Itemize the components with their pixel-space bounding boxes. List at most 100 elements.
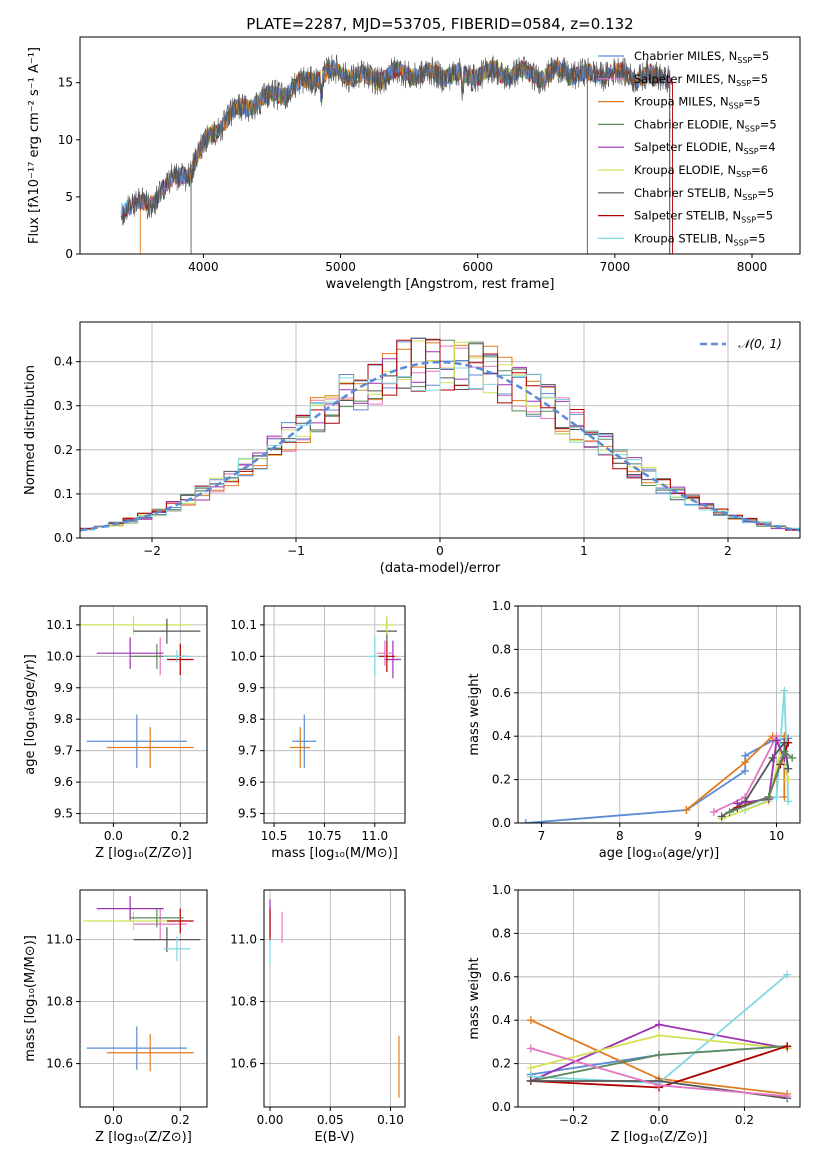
y-tick-label: 0.4 xyxy=(492,1013,511,1027)
x-tick-label: 0.05 xyxy=(317,1113,344,1127)
legend: Chabrier MILES, NSSP=5 Salpeter MILES, NS… xyxy=(598,49,777,247)
errorbar-point xyxy=(133,908,187,940)
x-tick-label: 10.5 xyxy=(261,829,288,843)
y-tick-label: 0.8 xyxy=(492,642,511,656)
y-tick-label: 9.8 xyxy=(54,712,73,726)
mass-weight-marker xyxy=(772,792,781,801)
y-axis-label: mass [log₁₀(M/M⊙)] xyxy=(23,935,38,1062)
mass-weight-marker xyxy=(784,738,793,747)
errorbar-point xyxy=(133,927,201,952)
histogram-series xyxy=(80,367,800,531)
axes-frame xyxy=(263,605,406,824)
axes-frame xyxy=(517,889,801,1108)
y-tick-label: 5 xyxy=(65,190,73,204)
mass-weight-marker xyxy=(764,792,773,801)
panel-age-vs-mass: 10.5 10.75 11.0 9.5 9.6 9.7 9.8 9.9 10.0 10.1 mass… xyxy=(230,605,406,861)
mass-weight-marker xyxy=(682,805,691,814)
y-tick-label: 0.2 xyxy=(54,443,73,457)
panel-age-vs-metallicity: 0.0 0.2 9.5 9.6 9.7 9.8 9.9 10.0 10.1 Z [log₁₀(Z/… xyxy=(23,605,208,861)
mass-weight-marker xyxy=(526,1044,535,1053)
y-tick-label: 0.8 xyxy=(492,926,511,940)
x-tick-label: 9 xyxy=(694,829,702,843)
y-tick-label: 9.6 xyxy=(54,775,73,789)
y-tick-label: 11.0 xyxy=(46,933,73,947)
axes-frame xyxy=(79,605,208,824)
panel-residual-histogram: −2 −1 0 1 2 0.0 0.1 0.2 0.3 0.4 (data-model)/error… xyxy=(23,321,801,576)
x-tick-label: 0.0 xyxy=(104,1113,123,1127)
axes-frame xyxy=(79,321,801,539)
mass-weight-marker xyxy=(780,747,789,756)
figure-title: PLATE=2287, MJD=53705, FIBERID=0584, z=0… xyxy=(246,15,633,33)
gridlines xyxy=(518,890,800,1107)
plot-area-mass-vs-extinction xyxy=(264,890,405,1107)
mass-weight-series xyxy=(721,751,790,820)
mass-weight-marker xyxy=(784,797,793,806)
mass-weight-marker xyxy=(526,1016,535,1025)
y-tick-label: 0.0 xyxy=(492,816,511,830)
errorbar-point xyxy=(130,908,184,928)
mass-weight-marker xyxy=(717,812,726,821)
gridlines xyxy=(518,606,800,823)
y-tick-label: 9.9 xyxy=(238,681,257,695)
mass-weight-marker xyxy=(772,736,781,745)
y-axis-label: age [log₁₀(age/yr)] xyxy=(23,654,38,775)
x-axis-label: Z [log₁₀(Z/Z⊙)] xyxy=(611,1130,708,1145)
mass-weight-marker xyxy=(783,1092,792,1101)
y-tick-label: 9.7 xyxy=(238,744,257,758)
legend-entry: Kroupa MILES, NSSP=5 xyxy=(634,95,760,111)
plot-area-age-vs-metallicity xyxy=(80,606,207,823)
plot-area-mass-vs-metallicity xyxy=(80,890,207,1107)
y-tick-label: 9.5 xyxy=(238,807,257,821)
spectrum-line xyxy=(190,60,588,254)
y-tick-label: 0.2 xyxy=(492,773,511,787)
x-axis-label: wavelength [Angstrom, rest frame] xyxy=(326,277,555,292)
y-tick-label: 9.7 xyxy=(54,744,73,758)
legend-entry: Chabrier MILES, NSSP=5 xyxy=(634,49,769,65)
y-tick-label: 15 xyxy=(58,76,73,90)
y-tick-label: 0.3 xyxy=(54,399,73,413)
spectrum-line xyxy=(120,53,670,254)
y-tick-label: 0.2 xyxy=(492,1057,511,1071)
x-tick-label: 11.0 xyxy=(361,829,388,843)
panel-mass-weight-vs-metallicity: −0.2 0.0 0.2 0.0 0.2 0.4 0.6 0.8 1.0 Z [log₁₀(Z/Z… xyxy=(467,883,801,1145)
x-tick-label: 10.75 xyxy=(307,829,341,843)
mass-weight-marker xyxy=(783,1042,792,1051)
mass-weight-marker xyxy=(655,1031,663,1040)
mass-weight-marker xyxy=(741,766,750,775)
errorbar-point xyxy=(384,640,401,679)
gridlines xyxy=(80,890,207,1107)
errorbar-point xyxy=(133,618,201,644)
mass-weight-marker xyxy=(788,753,797,762)
mass-weight-marker xyxy=(768,753,777,762)
x-tick-label: 8 xyxy=(616,829,624,843)
x-tick-label: 7 xyxy=(538,829,546,843)
x-axis-label: mass [log₁₀(M/M⊙)] xyxy=(271,846,398,861)
mass-weight-marker xyxy=(521,819,530,823)
mass-weight-series xyxy=(729,749,793,813)
y-tick-label: 0.1 xyxy=(54,487,73,501)
spectrum-line xyxy=(190,60,588,254)
x-axis-label: (data-model)/error xyxy=(380,561,501,576)
x-tick-label: 0.2 xyxy=(171,1113,190,1127)
x-axis-label: Z [log₁₀(Z/Z⊙)] xyxy=(95,1130,192,1145)
x-tick-label: −0.2 xyxy=(559,1113,588,1127)
errorbar-point xyxy=(106,727,194,768)
x-tick-label: 0.0 xyxy=(104,829,123,843)
y-tick-label: 10.6 xyxy=(230,1057,257,1071)
errorbar-point xyxy=(166,908,194,934)
y-axis-label: mass weight xyxy=(467,673,482,755)
plot-area-mass-weight-vs-age xyxy=(518,606,800,823)
y-tick-label: 1.0 xyxy=(492,883,511,897)
errorbar-point xyxy=(86,714,187,768)
panel-mass-vs-metallicity: 0.0 0.2 10.6 10.8 11.0 Z [log₁₀(Z/Z⊙)] mass [l… xyxy=(23,889,208,1145)
legend-entry: 𝒩(0, 1) xyxy=(738,337,782,351)
axes-frame xyxy=(79,889,208,1108)
y-tick-label: 0.0 xyxy=(492,1100,511,1114)
spectrum-line xyxy=(139,59,671,254)
axes-frame xyxy=(263,889,406,1108)
x-tick-label: 7000 xyxy=(600,260,631,274)
x-axis-label: age [log₁₀(age/yr)] xyxy=(599,846,720,861)
x-tick-label: 0.2 xyxy=(735,1113,754,1127)
x-tick-label: −1 xyxy=(287,544,305,558)
